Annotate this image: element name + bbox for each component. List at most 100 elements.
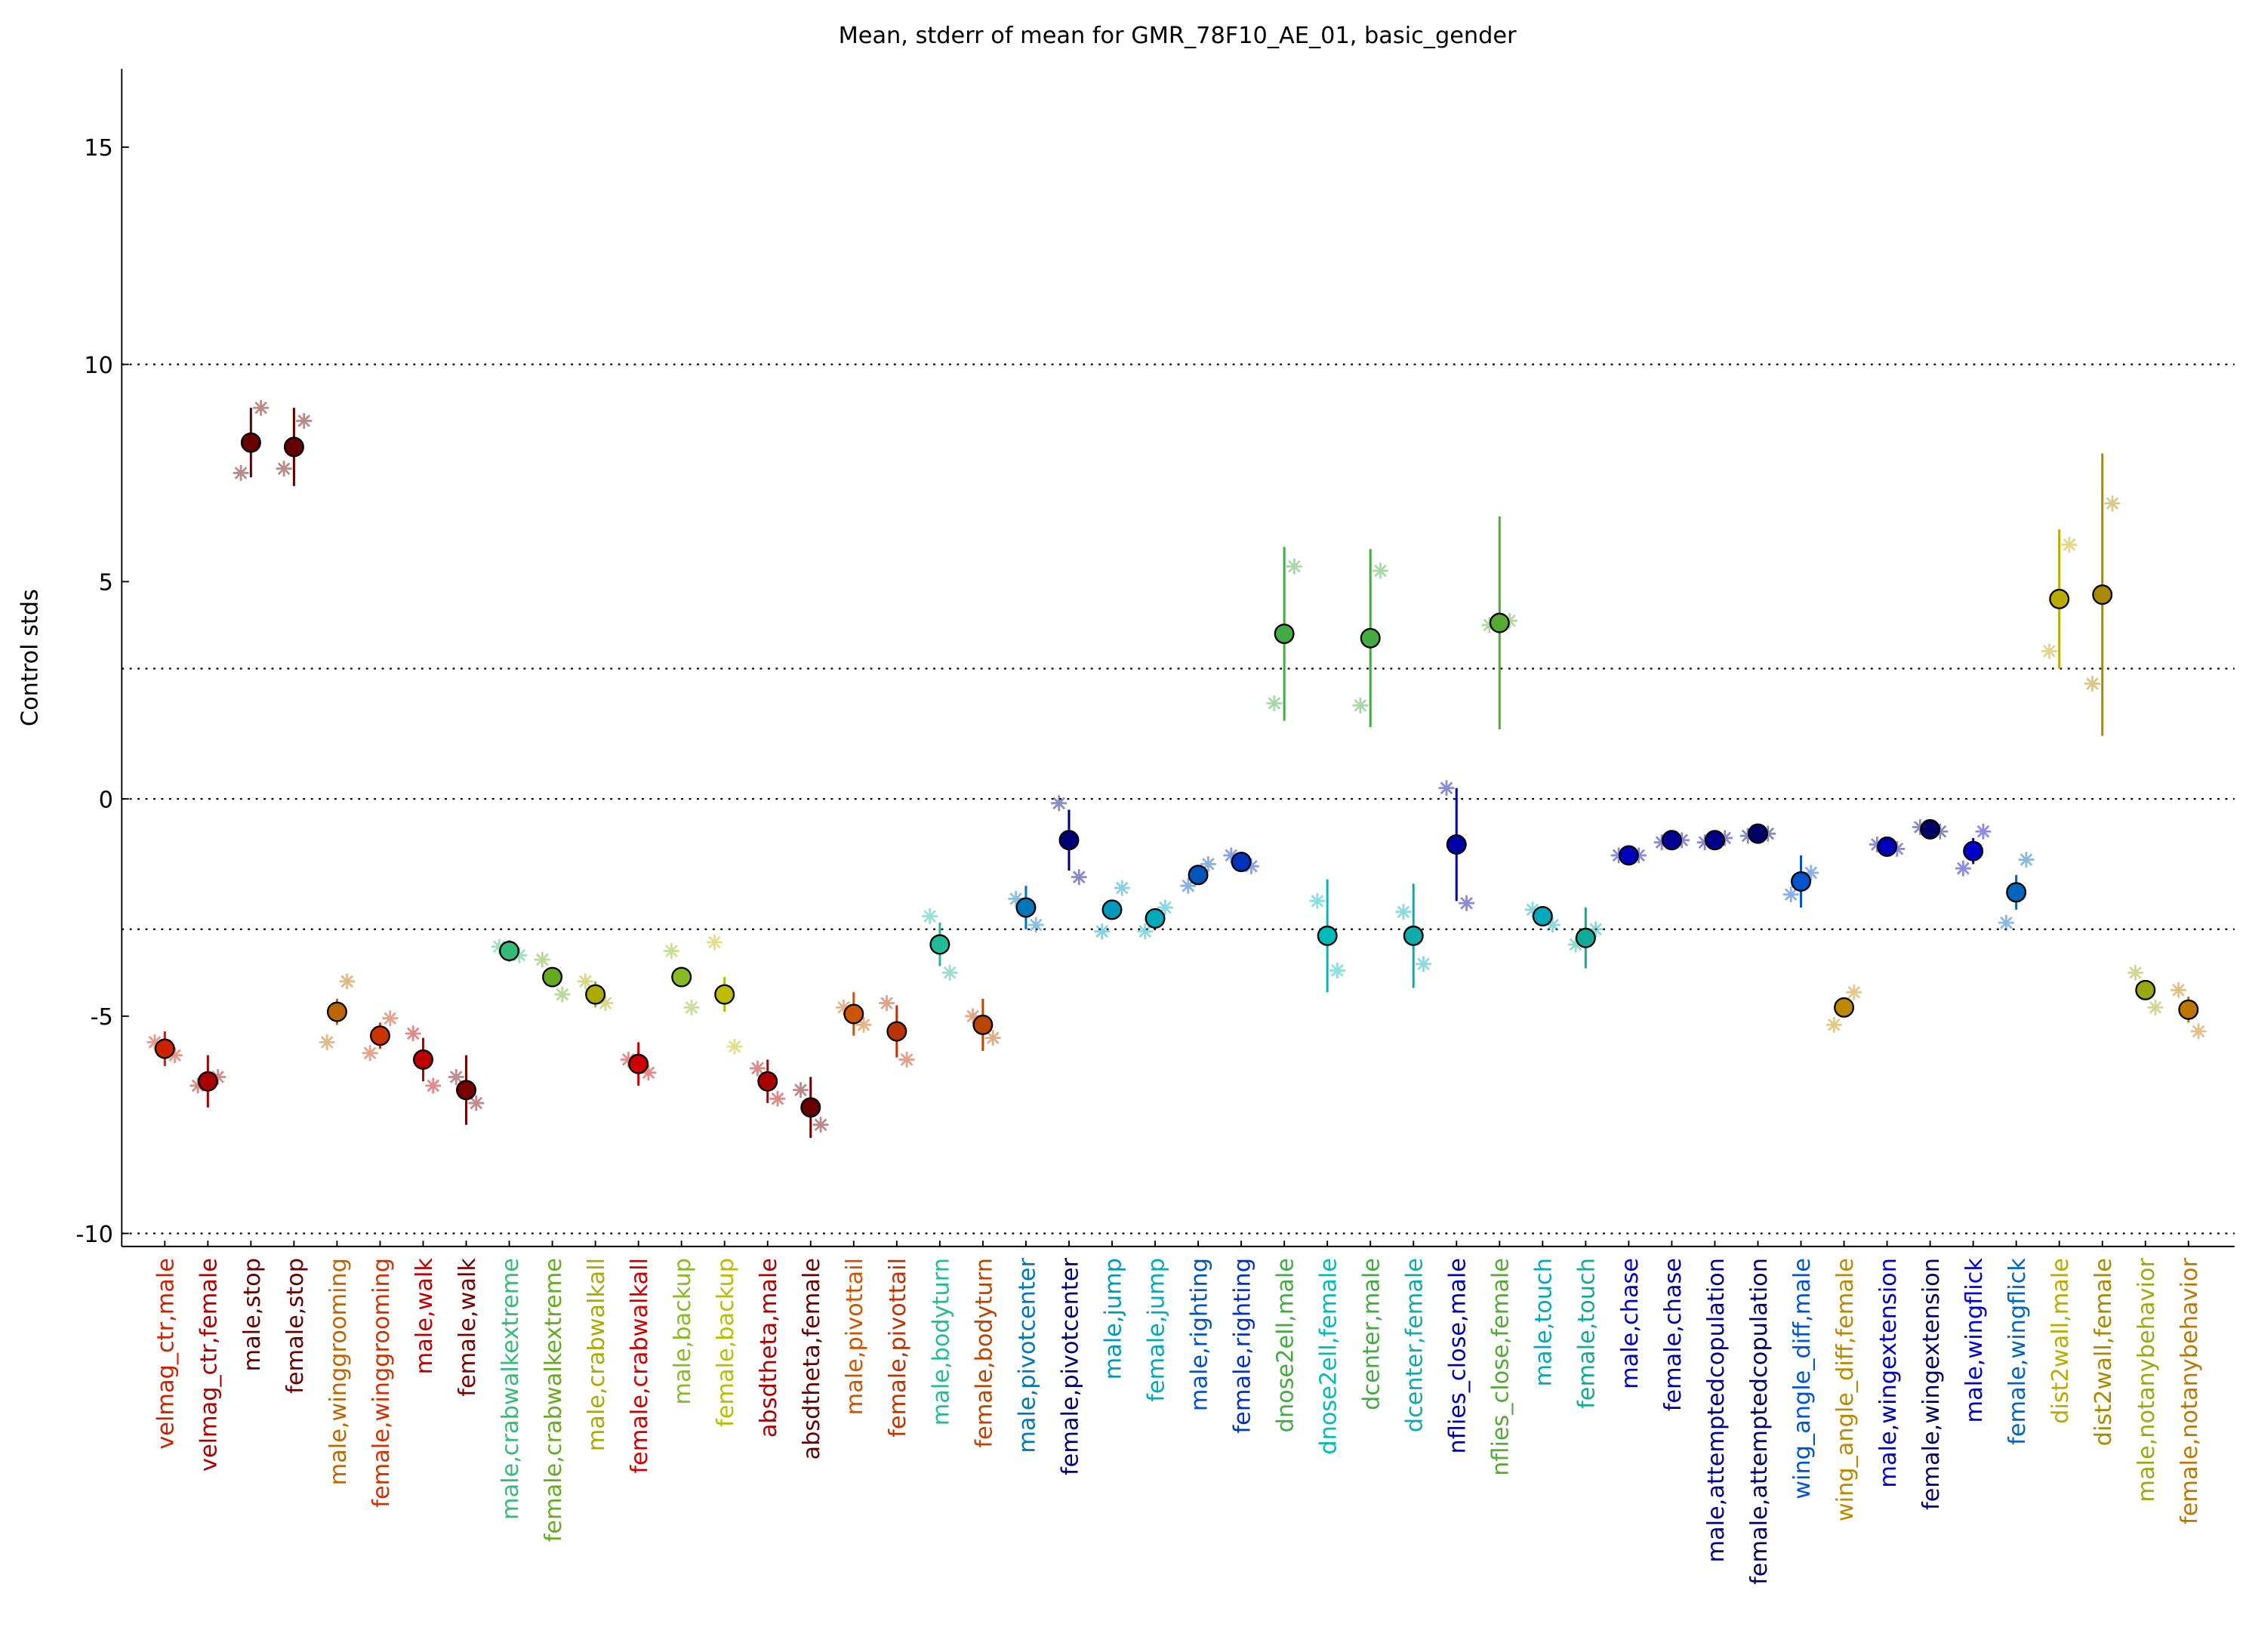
experiment-mean xyxy=(1051,795,1068,812)
x-tick-label: female,chase xyxy=(1660,1258,1687,1411)
experiment-mean xyxy=(1438,780,1455,797)
y-tick-label: -10 xyxy=(75,1222,113,1248)
experiment-mean xyxy=(663,943,679,959)
y-axis-label: Control stds xyxy=(17,589,43,726)
experiment-mean xyxy=(1524,902,1541,918)
mean-marker xyxy=(1575,927,1596,948)
x-tick-label: male,righting xyxy=(1186,1258,1212,1411)
x-tick-label: female,wingextension xyxy=(1918,1258,1945,1510)
x-tick-label: velmag_ctr,female xyxy=(196,1258,223,1472)
x-tick-label: male,pivottail xyxy=(842,1258,868,1415)
experiment-mean xyxy=(382,1010,399,1027)
experiment-mean xyxy=(233,465,249,481)
mean-marker xyxy=(1188,865,1209,886)
x-tick-label: female,wingflick xyxy=(2004,1258,2031,1445)
x-tick-label: male,wingflick xyxy=(1961,1258,1988,1423)
mean-marker xyxy=(413,1049,433,1070)
experiment-mean xyxy=(1094,923,1111,940)
mean-marker xyxy=(326,1001,347,1022)
mean-marker xyxy=(1748,823,1768,844)
experiment-mean xyxy=(1803,865,1819,881)
experiment-mean xyxy=(146,1034,163,1050)
x-tick-label: female,notanybehavior xyxy=(2177,1258,2203,1524)
experiment-mean xyxy=(1955,860,1971,877)
x-tick-label: male,bodyturn xyxy=(928,1258,954,1425)
experiment-mean xyxy=(1782,886,1799,903)
x-tick-label: male,backup xyxy=(670,1258,696,1405)
experiment-mean xyxy=(1008,891,1024,907)
mean-marker xyxy=(1618,845,1639,866)
experiment-mean xyxy=(1502,612,1518,629)
experiment-mean xyxy=(1717,830,1733,846)
x-tick-label: dnose2ell,female xyxy=(1316,1258,1342,1455)
mean-marker xyxy=(1834,997,1855,1018)
experiment-mean xyxy=(1696,834,1713,851)
mean-marker xyxy=(240,432,261,453)
mean-marker xyxy=(757,1071,778,1092)
mean-marker xyxy=(585,984,606,1005)
mean-marker xyxy=(1920,818,1941,840)
experiment-mean xyxy=(1200,855,1216,872)
experiment-mean xyxy=(276,461,292,477)
experiment-mean xyxy=(534,951,550,968)
experiment-mean xyxy=(2084,676,2100,692)
experiment-mean xyxy=(425,1077,442,1094)
x-tick-label: male,notanybehavior xyxy=(2134,1258,2160,1503)
experiment-mean xyxy=(726,1038,743,1055)
x-tick-label: female,touch xyxy=(1574,1258,1601,1409)
mean-marker xyxy=(283,436,304,458)
experiment-mean xyxy=(1137,923,1154,940)
mean-marker xyxy=(1231,852,1252,873)
mean-marker xyxy=(1661,830,1682,851)
mean-marker xyxy=(2135,979,2156,1000)
experiment-mean xyxy=(1416,956,1431,972)
x-tick-label: absdtheta,male xyxy=(756,1258,782,1438)
x-tick-label: female,backup xyxy=(713,1258,739,1427)
x-tick-label: velmag_ctr,male xyxy=(153,1258,180,1450)
mean-marker xyxy=(1446,834,1467,855)
experiment-mean xyxy=(683,999,700,1016)
mean-marker xyxy=(197,1071,218,1092)
mean-marker xyxy=(1015,897,1037,918)
y-tick-label: 15 xyxy=(84,135,113,162)
experiment-mean xyxy=(339,973,356,990)
x-tick-label: male,stop xyxy=(239,1258,266,1371)
experiment-mean xyxy=(448,1068,464,1085)
y-tick-label: -5 xyxy=(91,1004,113,1031)
mean-marker xyxy=(369,1025,390,1046)
x-tick-label: male,jump xyxy=(1100,1258,1126,1379)
x-tick-label: female,jump xyxy=(1143,1258,1169,1402)
experiment-mean xyxy=(189,1077,206,1094)
mean-marker xyxy=(456,1080,476,1101)
x-tick-label: male,attemptedcopulation xyxy=(1703,1258,1730,1563)
x-tick-label: wing_angle_diff,male xyxy=(1789,1258,1816,1499)
mean-marker xyxy=(1791,871,1811,892)
mean-marker xyxy=(886,1021,907,1042)
experiment-mean xyxy=(2127,964,2143,981)
mean-marker xyxy=(800,1097,821,1118)
experiment-mean xyxy=(362,1045,378,1062)
mean-marker xyxy=(2178,999,2199,1020)
experiment-mean xyxy=(1329,962,1345,979)
experiment-mean xyxy=(554,986,571,1003)
experiment-mean xyxy=(2061,537,2078,553)
experiment-mean xyxy=(941,964,958,981)
experiment-mean xyxy=(1653,834,1670,851)
experiment-mean xyxy=(812,1117,829,1133)
mean-marker xyxy=(1403,925,1424,946)
x-tick-label: female,crabwalkall xyxy=(627,1258,653,1474)
x-tick-label: male,pivotcenter xyxy=(1014,1258,1040,1453)
experiment-mean xyxy=(511,947,528,963)
mean-marker xyxy=(1489,612,1510,633)
y-tick-label: 5 xyxy=(99,570,113,596)
experiment-mean xyxy=(1998,914,2014,931)
experiment-mean xyxy=(1243,858,1259,874)
experiment-mean xyxy=(167,1047,183,1064)
experiment-mean xyxy=(1889,840,1906,857)
experiment-mean xyxy=(769,1090,786,1107)
experiment-mean xyxy=(2147,999,2164,1016)
x-tick-label: absdtheta,female xyxy=(799,1258,825,1459)
x-tick-label: dcenter,male xyxy=(1359,1258,1385,1410)
experiment-mean xyxy=(793,1082,809,1099)
